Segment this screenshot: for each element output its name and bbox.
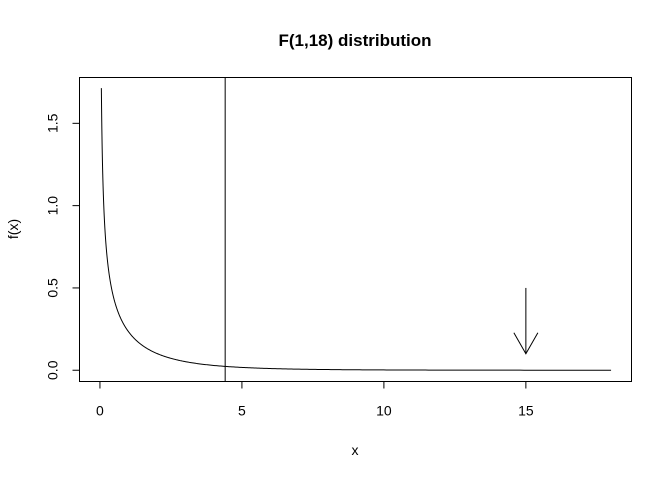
- y-tick-label: 1.0: [45, 196, 61, 216]
- x-axis-label: x: [352, 442, 359, 458]
- density-curve: [100, 88, 612, 371]
- y-tick-label: 0.5: [45, 278, 61, 298]
- x-tick-label: 15: [518, 403, 534, 419]
- plot-area-frame: [79, 77, 632, 382]
- x-axis: 0 5 10 15: [96, 381, 534, 419]
- y-axis: 0.0 0.5 1.0 1.5: [45, 113, 80, 380]
- y-tick-label: 1.5: [45, 113, 61, 133]
- observed-value-arrow: [513, 287, 539, 355]
- x-tick-label: 10: [376, 403, 392, 419]
- y-tick-label: 0.0: [45, 360, 61, 380]
- x-tick-label: 5: [238, 403, 246, 419]
- y-axis-label: f(x): [5, 219, 21, 239]
- x-tick-label: 0: [96, 403, 104, 419]
- arrow-head: [513, 332, 539, 355]
- chart-title: F(1,18) distribution: [279, 31, 432, 50]
